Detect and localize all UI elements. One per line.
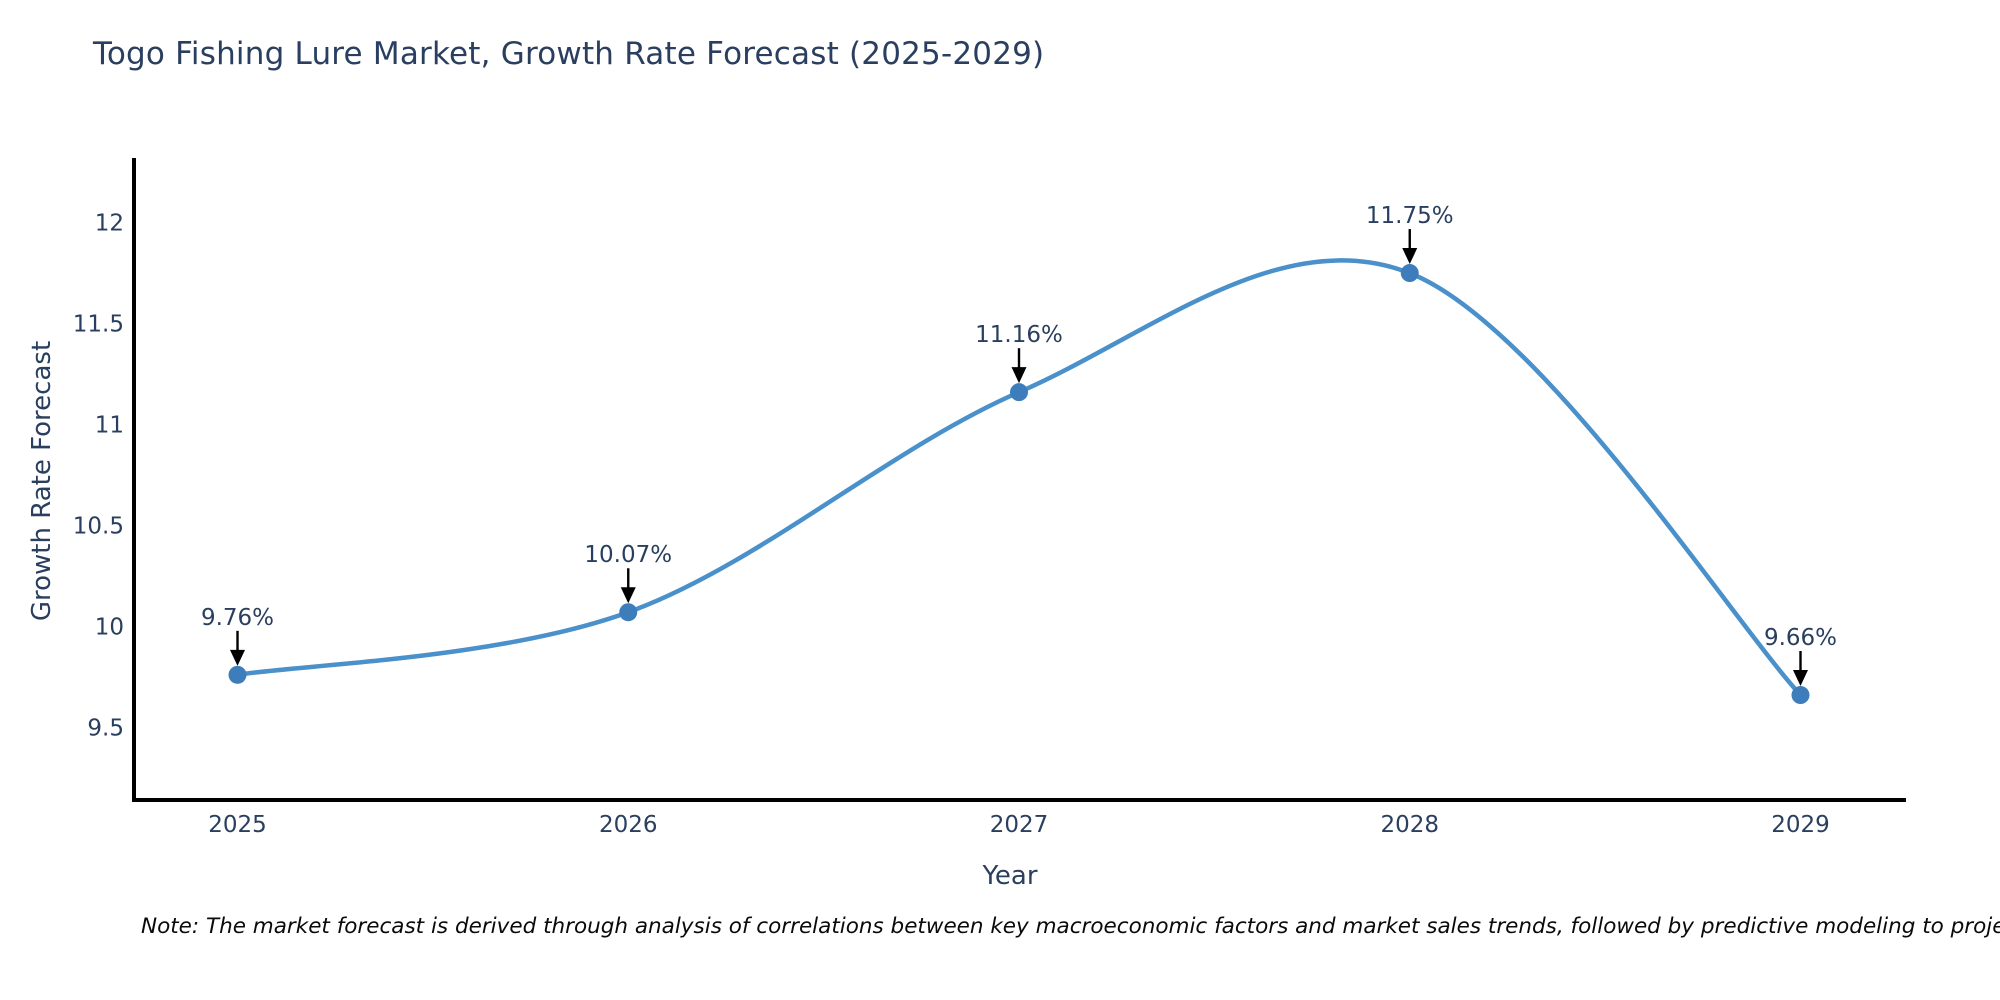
point-value-label: 9.66% xyxy=(1764,625,1837,651)
annotation-arrowhead xyxy=(1011,367,1027,384)
annotation-arrowhead xyxy=(620,587,636,604)
data-point-marker xyxy=(1400,264,1419,283)
point-value-label: 11.75% xyxy=(1366,203,1454,229)
y-tick-label: 10 xyxy=(95,614,124,640)
forecast-line-series xyxy=(228,258,1810,705)
x-tick-label: 2025 xyxy=(208,812,267,838)
y-tick-label: 11.5 xyxy=(73,312,124,338)
data-point-marker xyxy=(1010,383,1028,402)
point-value-label: 9.76% xyxy=(201,605,274,631)
y-tick-label: 12 xyxy=(95,211,124,237)
point-value-label: 10.07% xyxy=(584,542,672,568)
y-axis-tick-labels: 9.5 10 10.5 11 11.5 12 xyxy=(73,211,124,742)
forecast-spline xyxy=(235,258,1803,698)
x-tick-label: 2029 xyxy=(1771,812,1830,838)
data-point-marker xyxy=(619,603,638,622)
x-axis-tick-labels: 2025 2026 2027 2028 2029 xyxy=(208,812,1830,838)
x-tick-label: 2028 xyxy=(1380,812,1439,838)
chart-title: Togo Fishing Lure Market, Growth Rate Fo… xyxy=(93,36,1045,72)
annotation-arrowhead xyxy=(1402,248,1418,265)
data-point-marker xyxy=(1791,686,1810,705)
y-tick-label: 9.5 xyxy=(87,715,124,741)
x-tick-label: 2026 xyxy=(599,812,658,838)
annotation-arrowhead xyxy=(1792,670,1808,687)
x-tick-label: 2027 xyxy=(990,812,1049,838)
y-tick-label: 10.5 xyxy=(73,513,124,539)
point-value-label: 11.16% xyxy=(975,322,1063,348)
chart-footnote: Note: The market forecast is derived thr… xyxy=(141,914,2000,939)
data-point-marker xyxy=(228,665,247,684)
point-annotations: 9.76% 10.07% 11.16% 11.75% 9.66% xyxy=(201,203,1837,687)
x-axis-title: Year xyxy=(982,861,1038,891)
annotation-arrowhead xyxy=(230,649,246,666)
y-tick-label: 11 xyxy=(95,412,124,438)
